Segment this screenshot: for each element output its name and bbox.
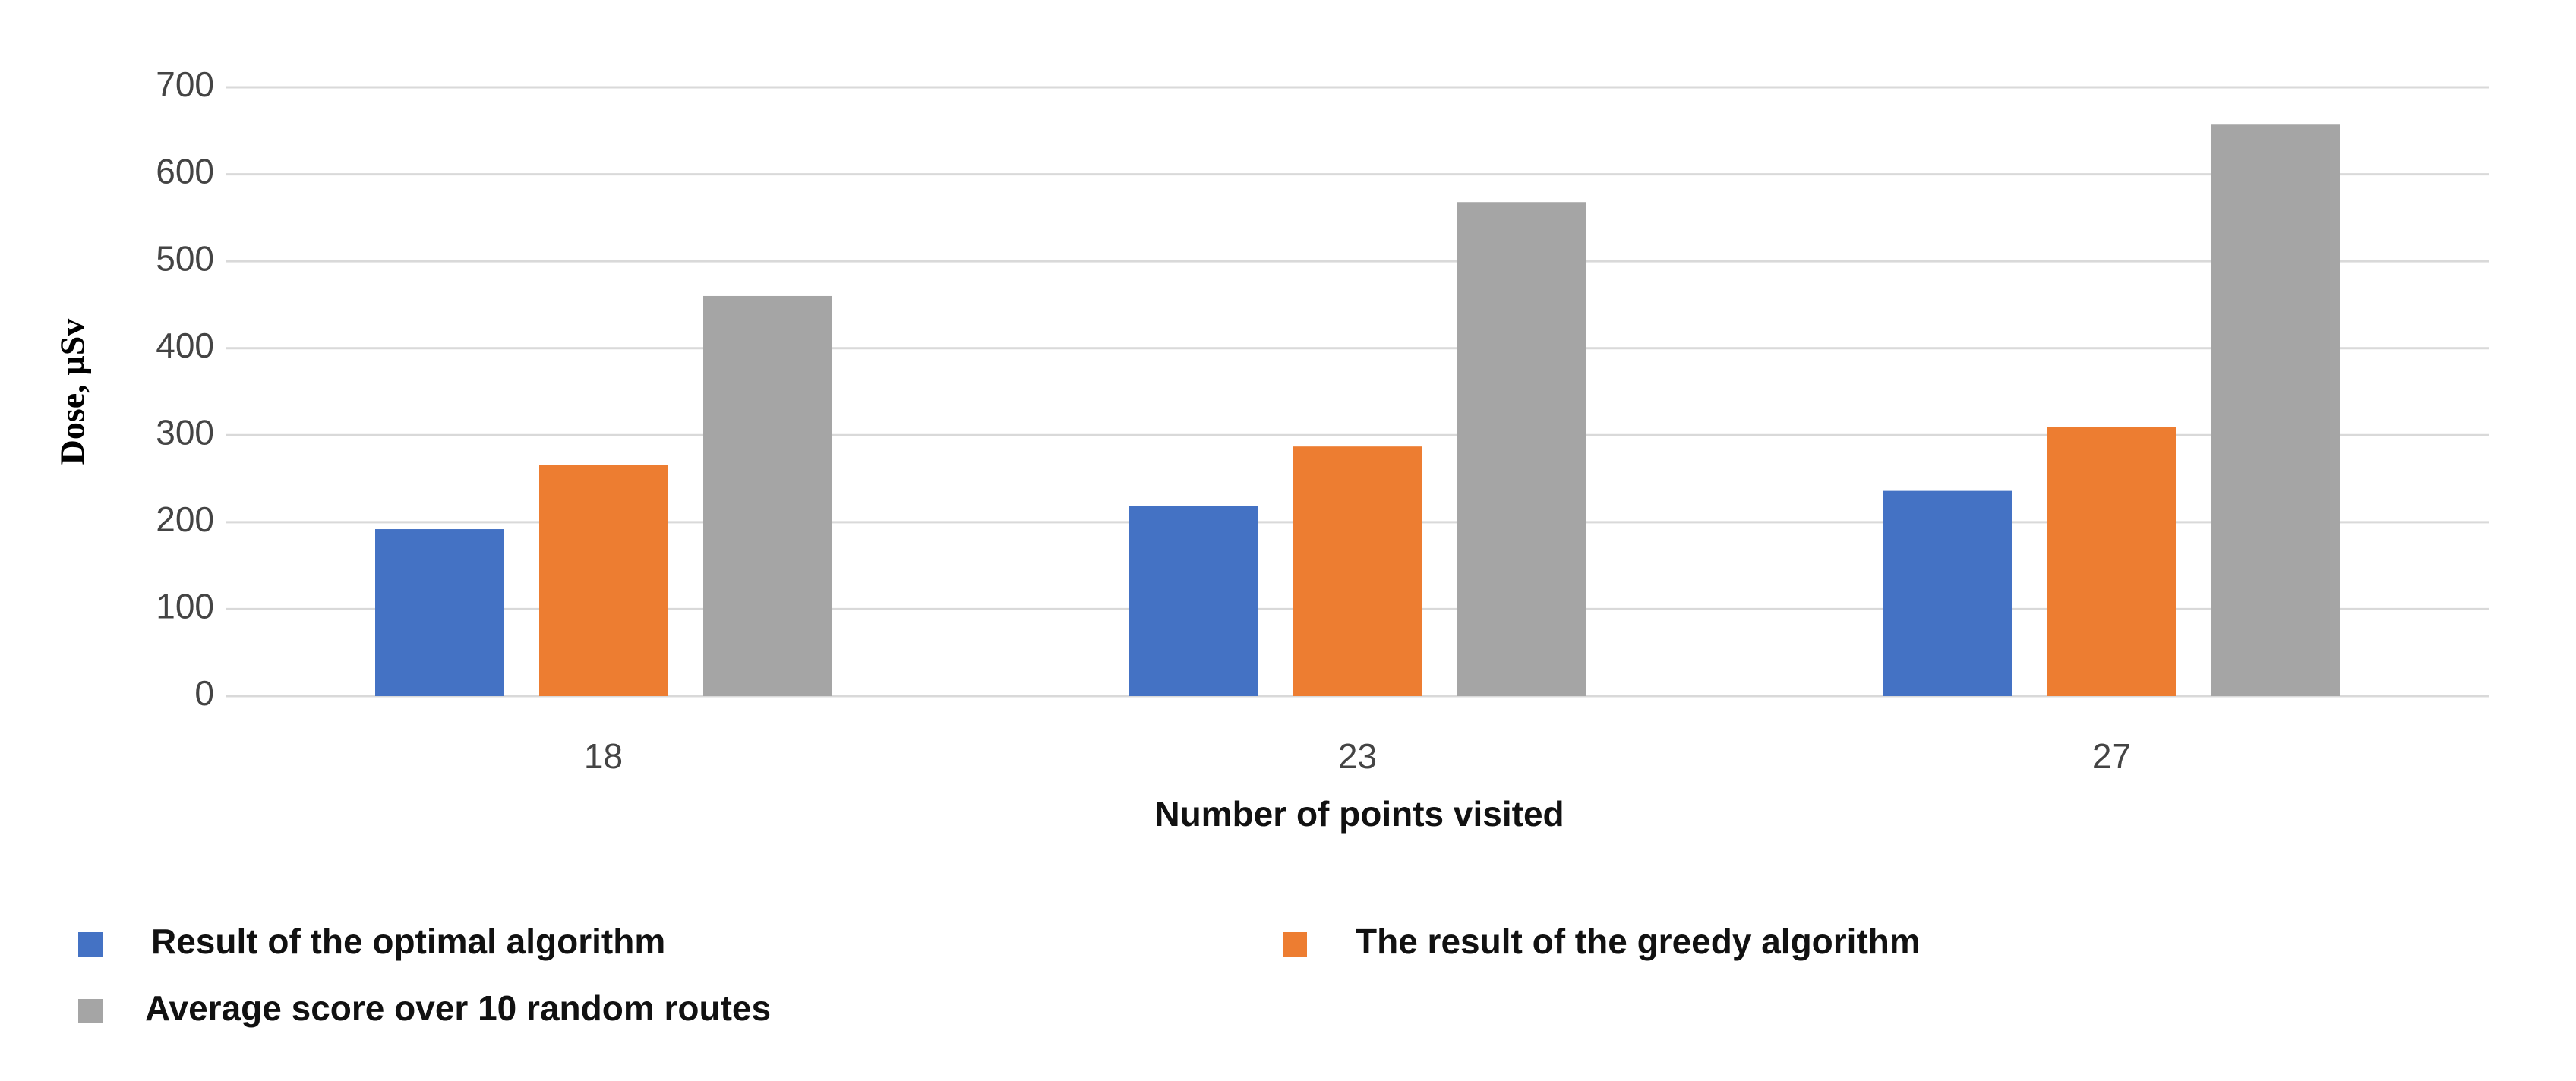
legend-label: The result of the greedy algorithm — [1356, 922, 1921, 961]
y-tick-label: 400 — [156, 326, 214, 365]
x-tick-label: 23 — [1338, 736, 1377, 776]
bar — [1457, 202, 1586, 697]
x-axis-title: Number of points visited — [1154, 794, 1564, 834]
y-tick-label: 200 — [156, 500, 214, 539]
bar — [2211, 124, 2340, 696]
y-tick-label: 600 — [156, 152, 214, 191]
bar — [375, 529, 504, 696]
y-axis-title: Dose, µSv — [53, 319, 92, 465]
bar — [1293, 446, 1422, 696]
y-tick-label: 300 — [156, 412, 214, 452]
bar — [1883, 490, 2012, 696]
bar — [1129, 506, 1258, 696]
bar — [703, 295, 832, 696]
bar — [539, 465, 668, 696]
y-tick-label: 700 — [156, 65, 214, 104]
legend-label: Result of the optimal algorithm — [151, 922, 665, 961]
legend-swatch — [78, 932, 103, 957]
x-tick-label: 27 — [2092, 736, 2131, 776]
legend-label: Average score over 10 random routes — [145, 988, 771, 1028]
legend-swatch — [1283, 932, 1307, 957]
bar — [2047, 427, 2176, 696]
x-tick-label: 18 — [584, 736, 623, 776]
y-tick-label: 0 — [194, 673, 214, 713]
legend-swatch — [78, 999, 103, 1023]
y-tick-label: 100 — [156, 587, 214, 626]
y-tick-label: 500 — [156, 238, 214, 278]
